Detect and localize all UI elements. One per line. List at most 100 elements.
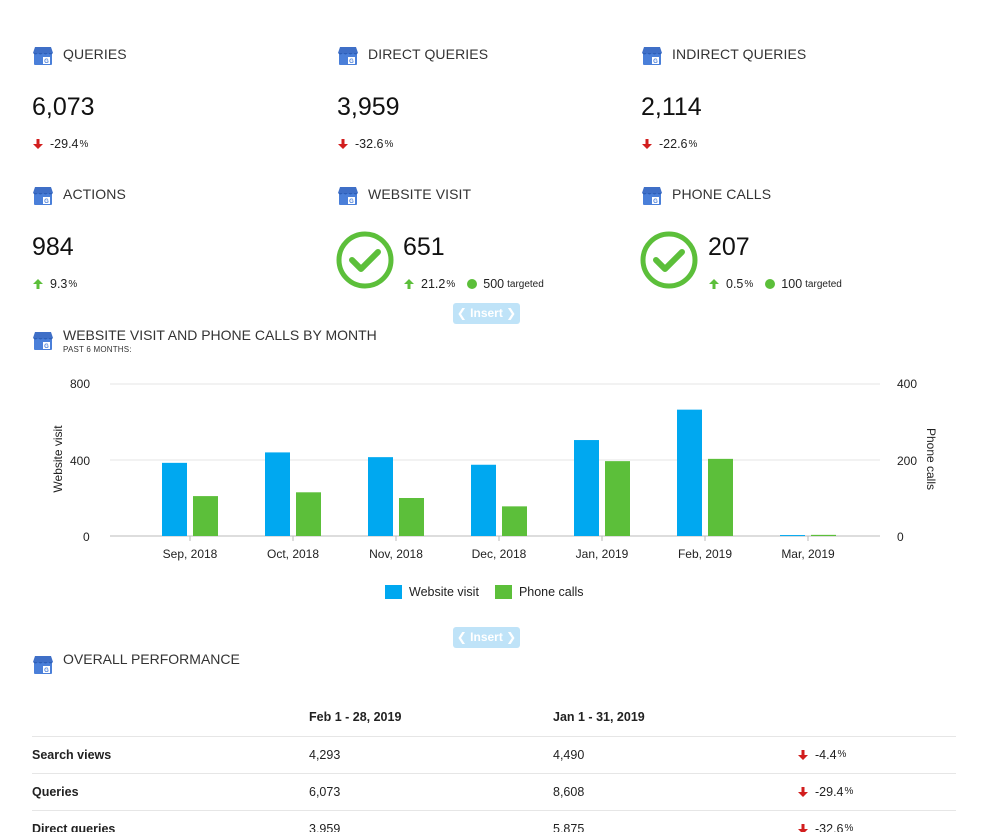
change-value: 0.5 — [726, 277, 744, 291]
x-tick-label: Mar, 2019 — [781, 547, 835, 561]
metric-value: 651 — [403, 233, 445, 261]
targeted-label: targeted — [507, 278, 544, 290]
metric-title: PHONE CALLS — [672, 186, 772, 202]
percent-sign: % — [384, 138, 394, 150]
bar-website-visit — [471, 464, 496, 536]
percent-sign: % — [844, 786, 854, 797]
previous-value: 4,490 — [553, 747, 585, 762]
current-value: 6,073 — [309, 784, 341, 799]
table-row: Direct queries 3,959 5,875 -32.6% — [32, 810, 956, 832]
metric-value: 3,959 — [337, 93, 400, 121]
chart-section-title: WEBSITE VISIT AND PHONE CALLS BY MONTH — [63, 327, 377, 343]
change-cell: -32.6% — [797, 810, 956, 832]
change-value: 21.2 — [421, 277, 446, 291]
arrow-down-icon — [797, 823, 809, 832]
y2-tick-label: 200 — [897, 454, 918, 468]
metric-title: INDIRECT QUERIES — [672, 46, 807, 62]
table-header: Feb 1 - 28, 2019 — [309, 710, 402, 725]
change-cell: -4.4% — [797, 736, 956, 773]
previous-value: 8,608 — [553, 784, 585, 799]
table-header: Jan 1 - 31, 2019 — [553, 710, 645, 725]
change-value: -32.6 — [815, 821, 844, 832]
bar-phone-calls — [605, 461, 630, 536]
x-tick-label: Jan, 2019 — [575, 547, 629, 561]
y2-tick-label: 400 — [897, 377, 918, 391]
change-value: -32.6 — [355, 137, 384, 151]
percent-sign: % — [688, 138, 698, 150]
metric-title: DIRECT QUERIES — [368, 46, 489, 62]
legend-swatch-phone — [494, 585, 512, 599]
percent-sign: % — [837, 749, 847, 760]
metric-change: -22.6% — [641, 137, 697, 151]
percent-sign: % — [446, 278, 456, 290]
bar-phone-calls — [811, 534, 836, 536]
table-header-row: Feb 1 - 28, 2019 Jan 1 - 31, 2019 — [32, 699, 956, 736]
metric-change: 9.3% — [32, 277, 77, 291]
percent-sign: % — [844, 823, 854, 832]
change-value: -22.6 — [659, 137, 688, 151]
bar-website-visit — [162, 462, 187, 536]
metric-change: 0.5% 100 targeted — [708, 277, 842, 291]
y-tick-label: 800 — [70, 377, 91, 391]
table-row: Queries 6,073 8,608 -29.4% — [32, 773, 956, 810]
table-header — [797, 699, 956, 736]
row-label: Queries — [32, 784, 79, 799]
change-value: -4.4 — [815, 747, 837, 762]
legend-swatch-website — [385, 585, 402, 599]
percent-sign: % — [68, 278, 78, 290]
metric-title: ACTIONS — [63, 186, 126, 202]
metric-value: 984 — [32, 233, 74, 261]
y-tick-label: 400 — [70, 454, 91, 468]
x-tick-label: Sep, 2018 — [162, 547, 218, 561]
metric-title: QUERIES — [63, 46, 127, 62]
target-dot-icon — [467, 279, 478, 289]
percent-sign: % — [744, 278, 754, 290]
row-label: Direct queries — [32, 821, 116, 832]
chart-section-subtitle: PAST 6 MONTHS: — [63, 345, 132, 354]
change-value: -29.4 — [815, 784, 844, 799]
metric-value: 6,073 — [32, 93, 95, 121]
table-header — [32, 699, 309, 736]
change-cell: -29.4% — [797, 773, 956, 810]
chart-legend: Website visit Phone calls — [385, 585, 584, 599]
percent-sign: % — [79, 138, 89, 150]
x-tick-label: Nov, 2018 — [369, 547, 423, 561]
google-my-business-icon — [32, 655, 54, 675]
metric-change: -32.6% — [337, 137, 393, 151]
performance-table: Feb 1 - 28, 2019 Jan 1 - 31, 2019 Search… — [32, 699, 956, 832]
metric-title: WEBSITE VISIT — [368, 186, 472, 202]
target-dot-icon — [765, 279, 776, 289]
legend-label-website[interactable]: Website visit — [409, 585, 479, 599]
row-label: Search views — [32, 747, 112, 762]
change-value: -29.4 — [50, 137, 79, 151]
current-value: 3,959 — [309, 821, 341, 832]
x-tick-label: Dec, 2018 — [471, 547, 527, 561]
bar-website-visit — [265, 452, 290, 536]
targeted-label: targeted — [805, 278, 842, 290]
current-value: 4,293 — [309, 747, 341, 762]
y2-tick-label: 0 — [897, 530, 904, 544]
legend-label-phone[interactable]: Phone calls — [518, 585, 584, 599]
metric-value: 2,114 — [641, 93, 702, 121]
target-value: 500 — [483, 277, 505, 291]
insert-button[interactable]: ❮ Insert ❯ — [453, 627, 520, 648]
metric-change: 21.2% 500 targeted — [403, 277, 544, 291]
change-value: 9.3 — [50, 277, 68, 291]
bar-website-visit — [677, 409, 702, 536]
bar-website-visit — [574, 440, 599, 536]
table-row: Search views 4,293 4,490 -4.4% — [32, 736, 956, 773]
previous-value: 5,875 — [553, 821, 585, 832]
bar-phone-calls — [708, 458, 733, 536]
bar-website-visit — [780, 535, 805, 537]
bar-chart — [110, 383, 880, 541]
target-value: 100 — [781, 277, 803, 291]
insert-button[interactable]: ❮ Insert ❯ — [453, 303, 520, 324]
x-tick-label: Feb, 2019 — [677, 547, 733, 561]
arrow-down-icon — [797, 786, 809, 798]
bar-phone-calls — [399, 498, 424, 536]
x-tick-label: Oct, 2018 — [266, 547, 320, 561]
bar-phone-calls — [193, 496, 218, 536]
arrow-down-icon — [797, 749, 809, 761]
y-tick-label: 0 — [83, 530, 90, 544]
metric-value: 207 — [708, 233, 750, 261]
